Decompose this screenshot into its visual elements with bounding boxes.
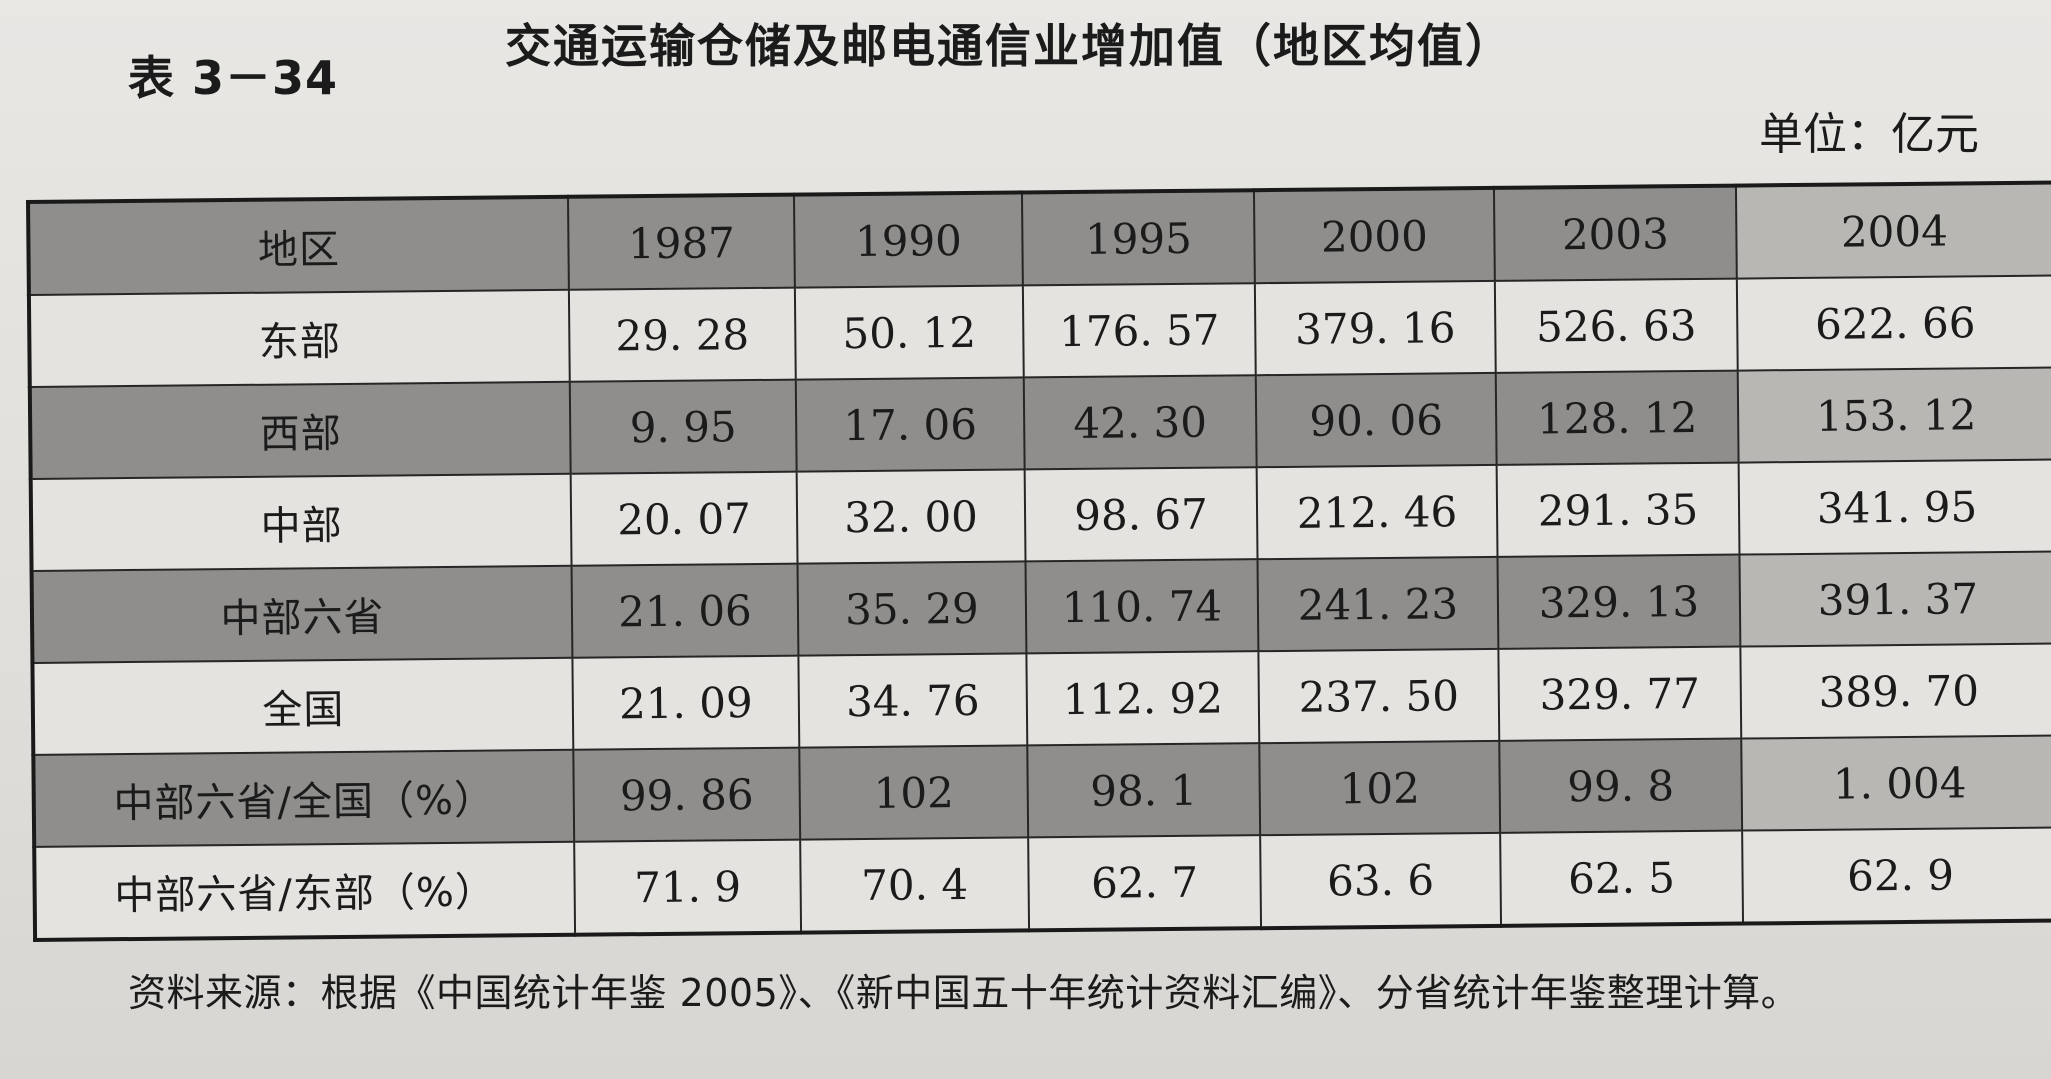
table-cell: 71. 9 — [574, 839, 802, 935]
table-number: 表 3－34 — [128, 51, 339, 105]
row-label: 全国 — [32, 657, 574, 755]
table-cell: 98. 67 — [1024, 467, 1258, 562]
header-cell: 1995 — [1021, 190, 1255, 286]
table-cell: 110. 74 — [1025, 559, 1259, 654]
table-cell: 32. 00 — [796, 469, 1026, 564]
table-cell: 128. 12 — [1495, 370, 1739, 465]
header-cell: 2000 — [1253, 187, 1495, 284]
table-cell: 42. 30 — [1023, 375, 1257, 470]
table-cell: 391. 37 — [1739, 551, 2051, 647]
table-cell: 379. 16 — [1254, 280, 1496, 376]
table-cell: 112. 92 — [1026, 651, 1260, 746]
table-cell: 99. 8 — [1499, 738, 1743, 833]
unit-label: 单位：亿元 — [1759, 109, 1979, 160]
table-cell: 102 — [1259, 740, 1501, 836]
header-cell: 1987 — [567, 194, 795, 290]
table-cell: 212. 46 — [1256, 464, 1498, 560]
row-label: 中部六省 — [31, 565, 573, 663]
table-cell: 98. 1 — [1027, 743, 1261, 838]
table-title: 交通运输仓储及邮电通信业增加值（地区均值） — [505, 19, 1513, 73]
data-table-wrapper: 地区 1987 1990 1995 2000 2003 2004 东部 29. … — [26, 180, 2051, 942]
table-cell: 21. 06 — [571, 563, 799, 658]
table-cell: 62. 5 — [1500, 830, 1744, 926]
row-label: 西部 — [29, 381, 571, 479]
table-cell: 29. 28 — [568, 287, 796, 382]
table-cell: 526. 63 — [1494, 278, 1738, 373]
table-cell: 176. 57 — [1022, 283, 1256, 378]
table-cell: 341. 95 — [1738, 459, 2051, 555]
table-cell: 21. 09 — [572, 655, 800, 750]
table-cell: 20. 07 — [570, 471, 798, 566]
table-cell: 237. 50 — [1258, 648, 1500, 744]
table-cell: 90. 06 — [1255, 372, 1497, 468]
table-row: 中部六省/东部（%） 71. 9 70. 4 62. 7 63. 6 62. 5… — [34, 827, 2051, 940]
header-cell: 2004 — [1735, 182, 2051, 279]
data-table: 地区 1987 1990 1995 2000 2003 2004 东部 29. … — [26, 180, 2051, 942]
table-cell: 1. 004 — [1741, 735, 2051, 831]
table-cell: 102 — [799, 745, 1029, 840]
header-cell: 1990 — [793, 192, 1023, 288]
table-cell: 62. 9 — [1742, 827, 2051, 924]
table-cell: 291. 35 — [1496, 462, 1740, 557]
table-cell: 389. 70 — [1740, 643, 2051, 739]
header-cell: 地区 — [28, 196, 569, 295]
table-cell: 622. 66 — [1736, 275, 2051, 371]
table-cell: 50. 12 — [794, 285, 1024, 380]
row-label: 东部 — [28, 289, 570, 387]
table-cell: 329. 77 — [1498, 646, 1742, 741]
table-cell: 241. 23 — [1257, 556, 1499, 652]
table-cell: 153. 12 — [1737, 367, 2051, 463]
table-cell: 17. 06 — [795, 377, 1025, 472]
table-cell: 35. 29 — [797, 561, 1027, 656]
row-label: 中部六省/全国（%） — [33, 749, 575, 847]
table-cell: 63. 6 — [1260, 832, 1502, 929]
table-cell: 62. 7 — [1028, 835, 1262, 931]
table-cell: 70. 4 — [800, 837, 1030, 933]
table-cell: 9. 95 — [569, 379, 797, 474]
table-cell: 99. 86 — [573, 747, 801, 842]
header-cell: 2003 — [1493, 185, 1737, 281]
row-label: 中部六省/东部（%） — [34, 841, 576, 940]
table-cell: 329. 13 — [1497, 554, 1741, 649]
row-label: 中部 — [30, 473, 572, 571]
source-note: 资料来源：根据《中国统计年鉴 2005》、《新中国五十年统计资料汇编》、分省统计… — [128, 971, 1800, 1015]
table-cell: 34. 76 — [798, 653, 1028, 748]
